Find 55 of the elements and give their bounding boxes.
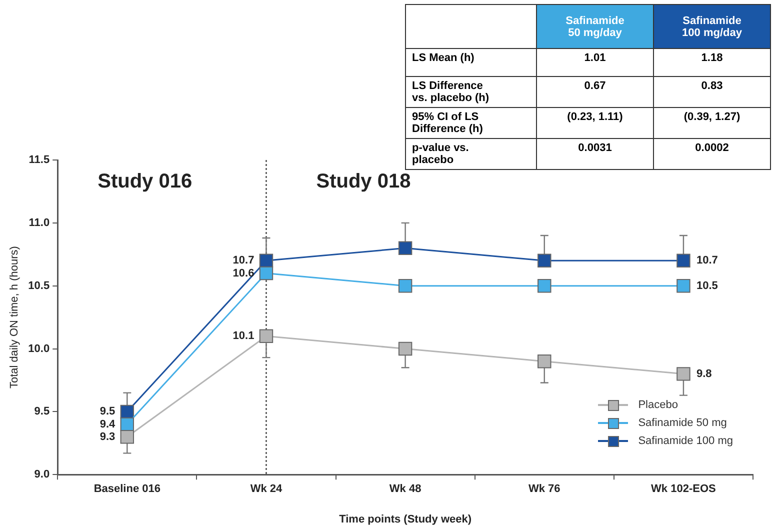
text: 0.83 [701, 80, 723, 92]
text: 1.01 [584, 52, 606, 64]
x-tick-label: Wk 102-EOS [651, 483, 716, 496]
y-tick-label: 10.0 [28, 342, 50, 355]
point [398, 241, 412, 255]
y-tick-label: 10.5 [28, 280, 50, 292]
category-label: p-value vs. placebo [412, 142, 469, 166]
text: 0.67 [584, 80, 606, 92]
data-label: 10.5 [696, 280, 718, 292]
annotation: Study 018 [316, 170, 411, 193]
y-tick-label: 11.0 [28, 216, 50, 229]
category-label: LS Mean (h) [412, 52, 474, 64]
data-label: 9.3 [100, 430, 116, 443]
point [120, 430, 134, 444]
point [259, 254, 274, 268]
data-label: 9.5 [100, 406, 116, 418]
data-label: 10.7 [232, 254, 254, 267]
data-label: 10.1 [232, 330, 254, 342]
point [538, 254, 552, 268]
data-label: 10.6 [232, 267, 254, 280]
point [538, 354, 552, 368]
point [120, 417, 134, 432]
data-label: 9.4 [100, 418, 116, 430]
x-tick-label: Baseline 016 [94, 483, 160, 496]
category-label: Safinamide 100 mg/day [654, 4, 770, 48]
x-tick-label: Wk 48 [389, 483, 422, 496]
y-tick-label: 11.5 [28, 154, 50, 166]
point [676, 367, 690, 381]
point [398, 278, 412, 293]
data-label: 9.8 [696, 368, 712, 380]
legend-label: Safinamide 50 mg [638, 417, 727, 429]
text: 1.18 [701, 52, 723, 64]
category-label: 95% CI of LS Difference (h) [412, 111, 483, 135]
legend-label: Placebo [638, 399, 678, 411]
legend-label: Safinamide 100 mg [638, 435, 733, 447]
category-label: Safinamide 50 mg/day [536, 4, 654, 48]
text: (0.39, 1.27) [684, 111, 740, 123]
point [676, 254, 690, 268]
y-tick-label: 9.5 [34, 406, 50, 418]
data-label: 10.7 [696, 254, 718, 267]
point [676, 278, 690, 293]
text: (0.23, 1.11) [567, 111, 623, 123]
point [259, 266, 274, 280]
point [259, 329, 274, 344]
x-axis-title: Time points (Study week) [339, 513, 472, 526]
category-label: LS Difference vs. placebo (h) [412, 80, 490, 104]
annotation: Study 016 [98, 170, 192, 193]
x-tick-label: Wk 24 [250, 483, 283, 496]
text: 0.0031 [578, 142, 612, 154]
x-tick-label: Wk 76 [528, 483, 560, 496]
y-tick-label: 9.0 [34, 468, 50, 481]
point [538, 278, 552, 293]
text: 0.0002 [695, 142, 729, 154]
y-axis-title: Total daily ON time, h (hours) [8, 246, 21, 389]
point [398, 342, 412, 356]
